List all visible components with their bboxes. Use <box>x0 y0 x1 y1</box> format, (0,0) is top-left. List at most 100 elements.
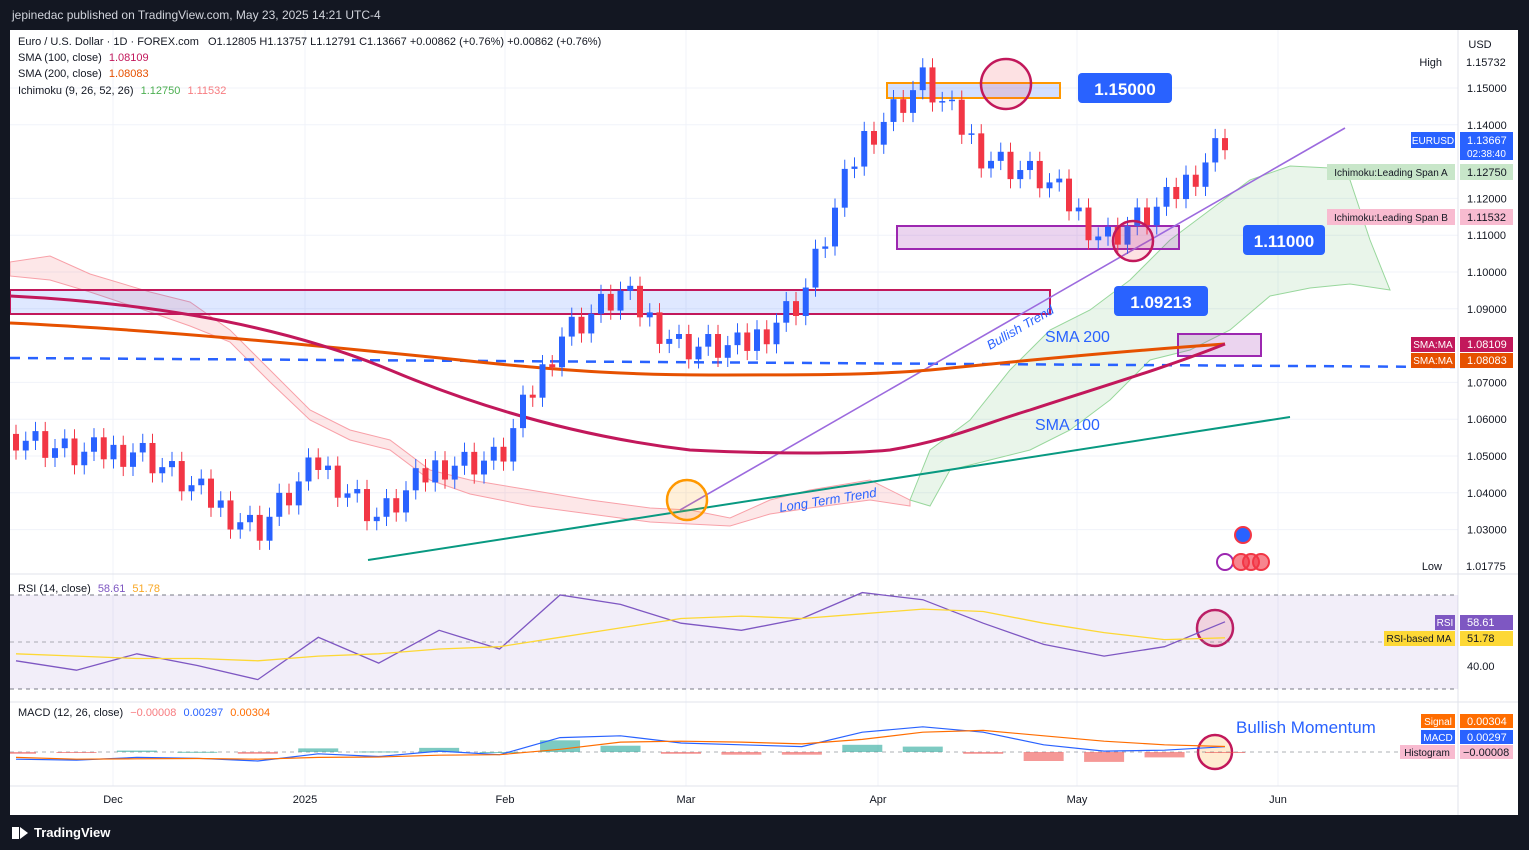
chart-panel[interactable]: 1.15000 1.11000 1.09213 SMA 200 SMA 100 … <box>0 30 1518 815</box>
span-b-value: 1.11532 <box>1467 212 1506 224</box>
event-icons-cluster[interactable] <box>1216 553 1270 571</box>
candle-body <box>783 301 790 323</box>
signal-line <box>15 729 1226 760</box>
candle-body <box>178 461 185 492</box>
candle-body <box>754 329 760 351</box>
candle-body <box>461 451 468 466</box>
candle-body <box>744 332 751 351</box>
macd-hist-bar <box>902 746 943 752</box>
candle-body <box>188 485 195 492</box>
published-banner: jepinedac published on TradingView.com, … <box>12 8 381 22</box>
candle-body <box>1007 151 1014 180</box>
candle-body <box>578 316 585 334</box>
candle-body <box>237 522 244 530</box>
candle-body <box>344 493 351 498</box>
price-axis[interactable]: 1.15000 1.14000 1.12000 1.11000 1.10000 1.090… <box>1467 83 1507 537</box>
candle-body <box>841 168 848 208</box>
footer-bar: TradingView <box>0 815 1529 850</box>
currency-label[interactable]: USD <box>1468 39 1491 51</box>
sma-tag-2-bg <box>1411 353 1455 368</box>
time-tick-label: Apr <box>869 794 886 806</box>
macd-legend-signal: 0.00304 <box>230 707 271 719</box>
us-flag-icon[interactable] <box>1234 526 1252 544</box>
macd-histogram <box>0 740 1245 762</box>
candle-body <box>22 440 29 451</box>
ichimoku-legend[interactable]: Ichimoku (9, 26, 52, 26) 1.12750 1.11532 <box>18 85 226 97</box>
eurusd-tag-bg <box>1411 132 1455 148</box>
macd-hist-bar <box>1205 752 1245 753</box>
candle-body <box>1222 138 1228 151</box>
candle-body <box>120 444 127 467</box>
label-bullish-momentum: Bullish Momentum <box>1236 718 1376 737</box>
rsi-legend[interactable]: RSI (14, close) 58.61 51.78 <box>18 583 160 595</box>
candle-body <box>169 461 175 468</box>
candle-body <box>451 465 458 480</box>
sma-tag-2-value-bg <box>1460 353 1513 368</box>
tradingview-logo[interactable]: TradingView <box>12 825 110 840</box>
high-value: 1.15732 <box>1466 57 1506 69</box>
rsi-tag-bg <box>1435 615 1455 630</box>
hist-tag-value: −0.00008 <box>1463 747 1509 759</box>
sma100-legend-value: 1.08109 <box>108 52 149 64</box>
rsi-ma-tag-value: 51.78 <box>1467 633 1495 645</box>
candle-body <box>695 346 702 360</box>
sma-100-line <box>9 294 1226 455</box>
time-tick-label: Dec <box>103 794 123 806</box>
candle-body <box>1066 178 1072 212</box>
macd-hist-bar <box>56 752 97 753</box>
candle-body <box>422 468 429 483</box>
span-a-value-bg <box>1460 164 1513 180</box>
sma100-legend-label: SMA (100, close) <box>18 52 102 64</box>
candle-body <box>305 457 312 482</box>
sma-tag-1-name: SMA:MA <box>1413 340 1453 351</box>
price-tick-label: 1.07000 <box>1467 377 1507 389</box>
price-tick-label: 1.04000 <box>1467 488 1507 500</box>
price-tick-label: 1.11000 <box>1467 230 1506 242</box>
candle-body <box>325 465 331 470</box>
macd-hist-bar <box>721 752 762 755</box>
signal-tag-name: Signal <box>1424 717 1452 728</box>
candle-body <box>861 130 868 167</box>
sma100-legend[interactable]: SMA (100, close) 1.08109 <box>18 52 149 64</box>
chart-canvas[interactable]: 1.15000 1.11000 1.09213 SMA 200 SMA 100 … <box>0 30 1518 815</box>
time-axis[interactable]: Dec 2025 Feb Mar Apr May Jun <box>103 794 1287 806</box>
candle-body <box>705 334 712 347</box>
time-tick-label: Jun <box>1269 794 1287 806</box>
candle-body <box>393 498 400 513</box>
candle-body <box>910 90 916 113</box>
candle-body <box>851 166 858 169</box>
macd-legend[interactable]: MACD (12, 26, close) −0.00008 0.00297 0.… <box>18 707 270 719</box>
main-legend[interactable]: Euro / U.S. Dollar · 1D · FOREX.com O1.1… <box>18 36 601 48</box>
rsi-line <box>15 591 1226 681</box>
price-tick-label: 1.03000 <box>1467 525 1507 537</box>
span-b-value-bg <box>1460 209 1513 225</box>
candle-body <box>1027 160 1033 171</box>
candle-body <box>490 446 497 461</box>
candle-body <box>978 133 985 169</box>
hist-tag-name: Histogram <box>1404 748 1450 759</box>
macd-hist-bar <box>237 752 278 754</box>
candle-body <box>91 437 97 452</box>
symbol-title[interactable]: Euro / U.S. Dollar · 1D · FOREX.com <box>18 36 199 48</box>
candle-body <box>900 99 907 113</box>
candle-body <box>812 248 819 288</box>
candle-body <box>988 160 994 169</box>
candle-body <box>715 334 721 358</box>
dashed-level <box>9 356 1456 369</box>
eurusd-price-tag-bg <box>1460 132 1513 160</box>
candle-body <box>919 67 926 91</box>
candle-body <box>1114 226 1121 245</box>
span-a-value: 1.12750 <box>1467 167 1507 179</box>
candle-body <box>734 332 741 346</box>
sma-200-line <box>9 321 1226 377</box>
hist-value-bg <box>1460 745 1513 759</box>
candle-body <box>539 364 546 398</box>
candle-body <box>822 246 829 249</box>
macd-hist-bar <box>540 740 581 752</box>
sma200-legend[interactable]: SMA (200, close) 1.08083 <box>18 68 149 80</box>
long-term-trendline <box>367 416 1291 561</box>
candle-body <box>1192 174 1199 187</box>
candle-body <box>958 99 965 135</box>
rsi-value-bg <box>1460 615 1513 630</box>
candle-body <box>773 322 780 345</box>
